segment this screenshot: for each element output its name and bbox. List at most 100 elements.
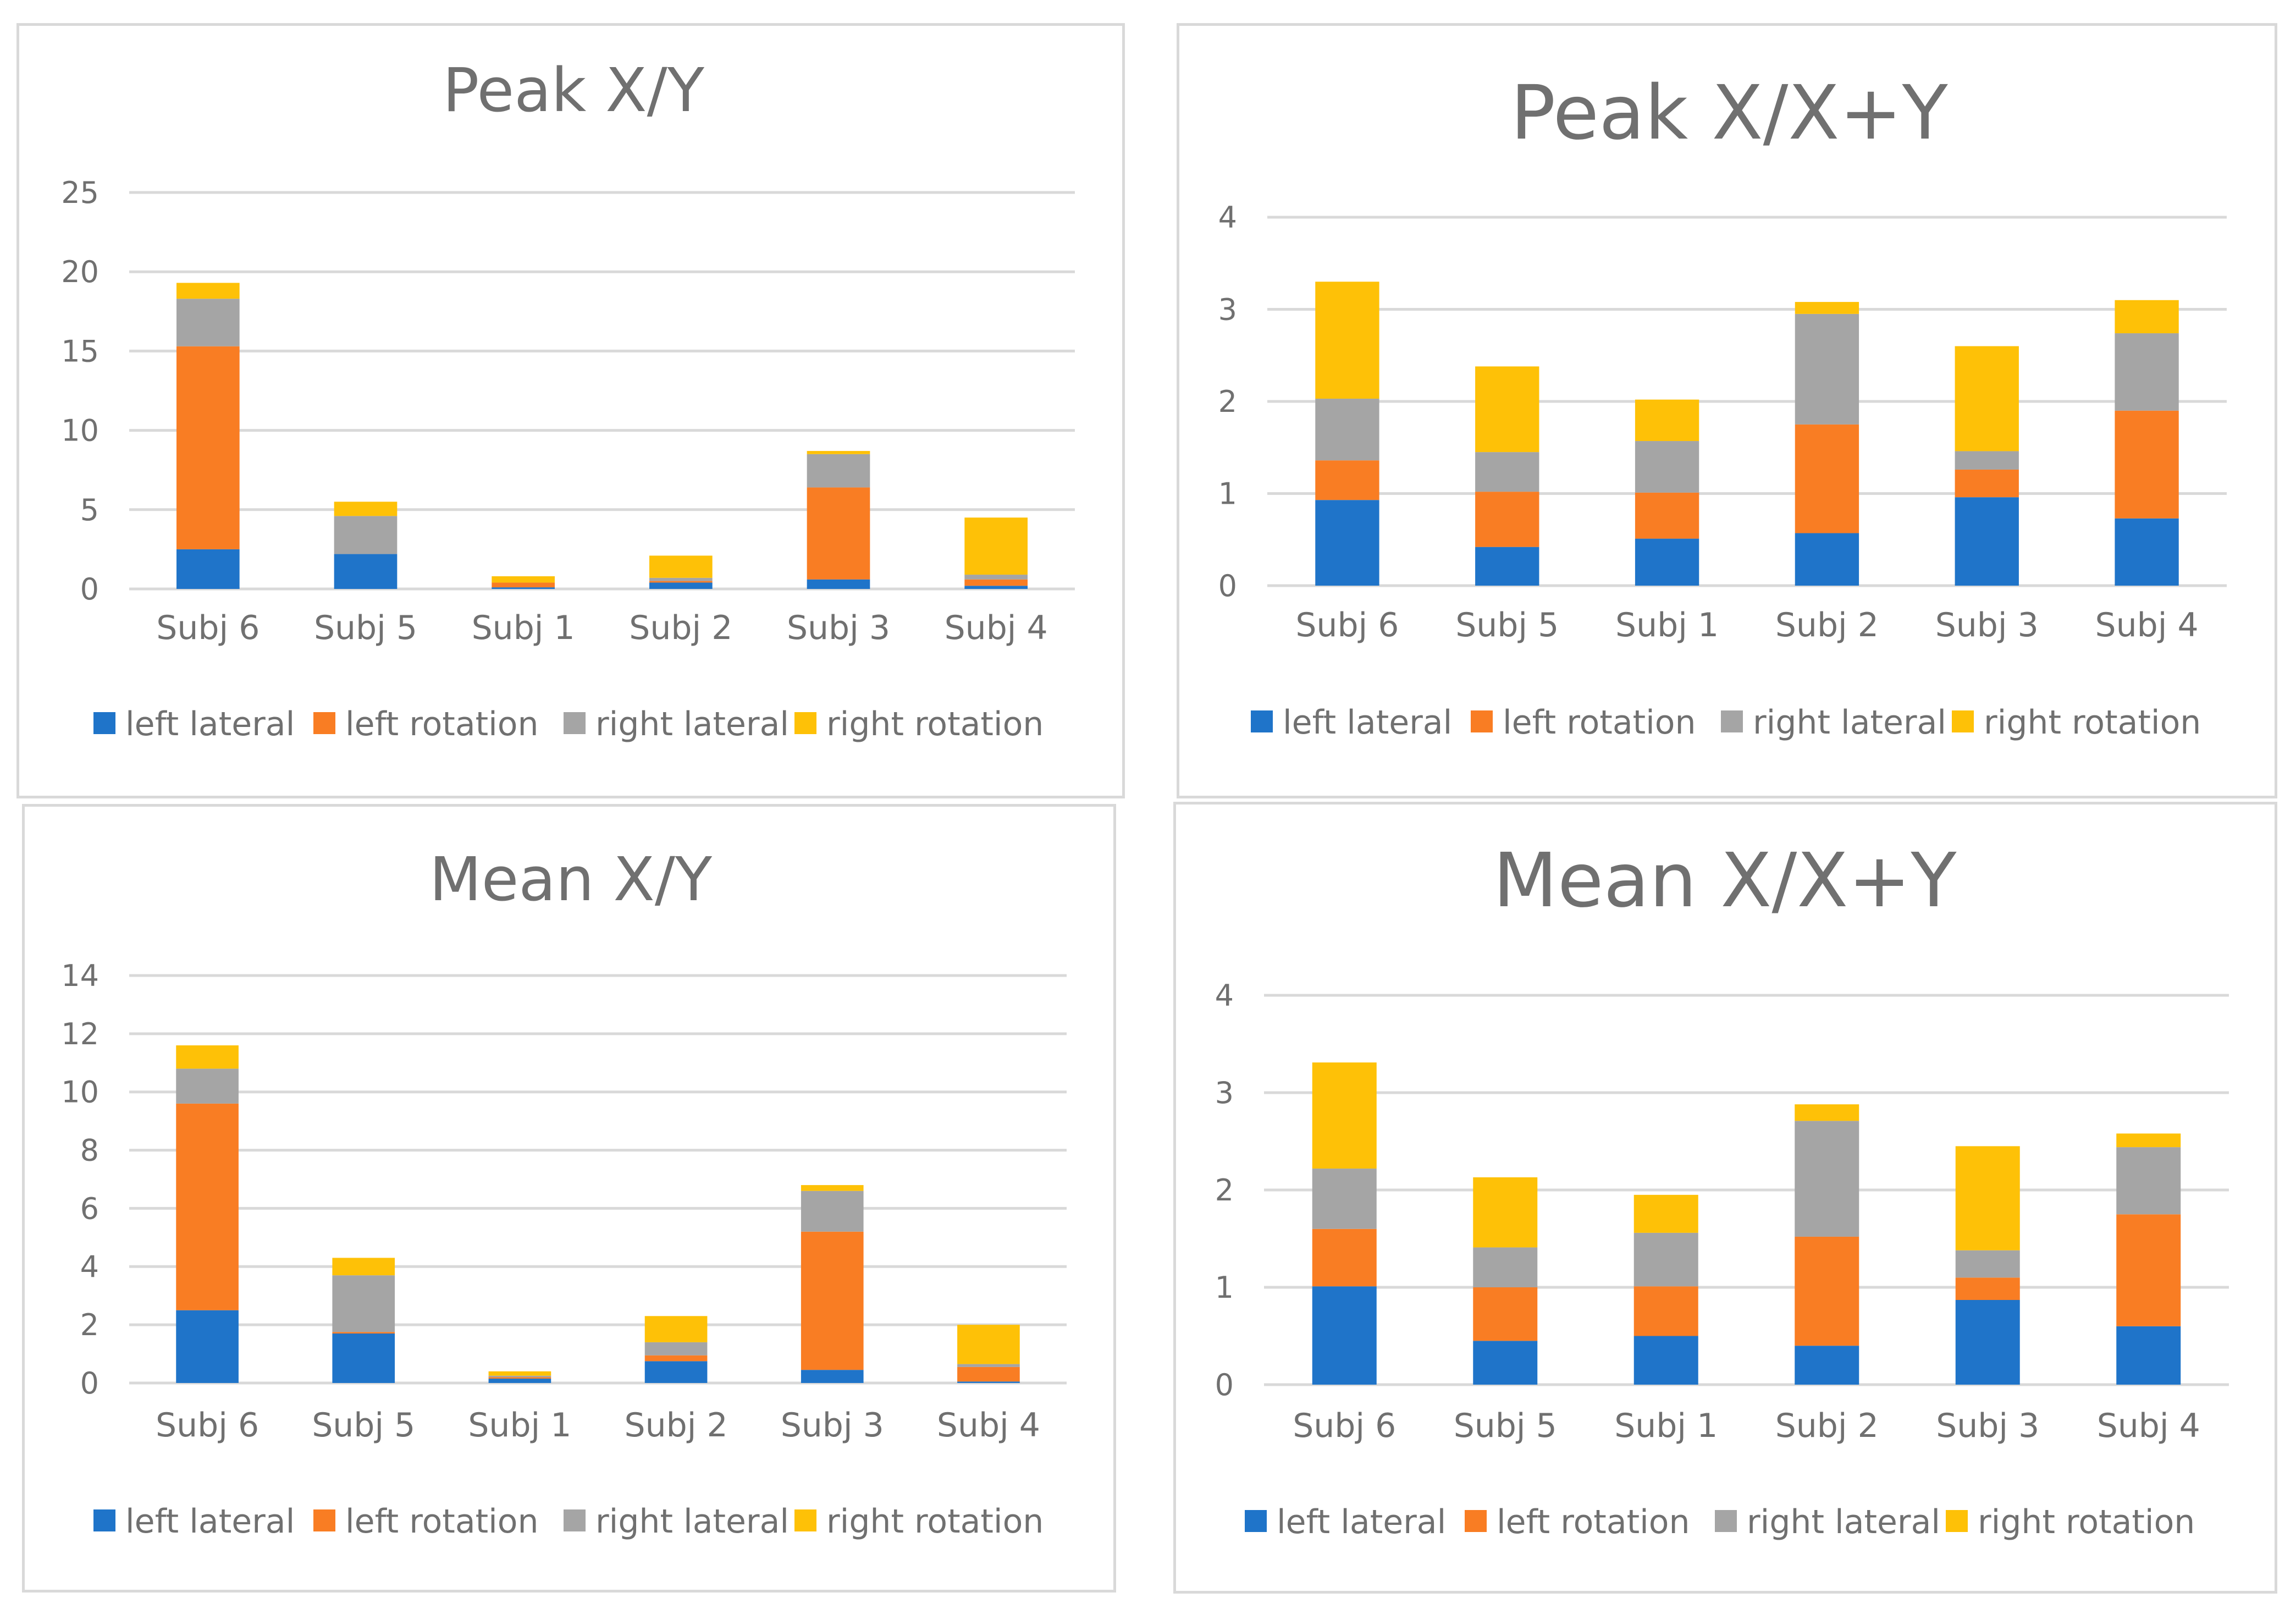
x-tick-label: Subj 5 bbox=[312, 1406, 415, 1445]
y-tick-label: 8 bbox=[80, 1133, 99, 1168]
y-tick-label: 1 bbox=[1215, 1270, 1234, 1305]
bar-segment bbox=[649, 555, 713, 578]
bar-segment bbox=[1795, 1104, 1859, 1121]
x-tick-label: Subj 5 bbox=[314, 609, 417, 647]
chart-panel-mean-x-xy: Mean X/X+Y 0 1 2 3 4 Subj 6 Subj 5 Subj 1 Subj 2 S… bbox=[1173, 802, 2277, 1594]
bar-segment bbox=[1315, 460, 1379, 500]
legend-swatch bbox=[794, 1509, 816, 1531]
bar-segment bbox=[176, 346, 240, 549]
bar-segment bbox=[1635, 441, 1699, 493]
bar-segment bbox=[964, 575, 1028, 580]
x-tick-label: Subj 1 bbox=[1615, 606, 1719, 644]
x-tick-label: Subj 4 bbox=[2095, 606, 2199, 644]
chart-panel-peak-xy: Peak X/Y 0 5 10 15 20 25 Subj 6 Subj 5 Subj 1 Subj… bbox=[16, 23, 1125, 798]
bar-segment bbox=[334, 502, 398, 516]
chart-svg-peak-xy: Peak X/Y 0 5 10 15 20 25 Subj 6 Subj 5 Subj 1 Subj… bbox=[61, 55, 1075, 743]
bar-segment bbox=[176, 1068, 239, 1104]
legend-label: left rotation bbox=[345, 705, 539, 743]
bar-segment bbox=[964, 517, 1028, 575]
legend-label: left lateral bbox=[125, 705, 295, 743]
legend-swatch bbox=[1251, 710, 1273, 732]
bar-segment bbox=[1795, 1121, 1859, 1237]
bar-segment bbox=[1312, 1169, 1377, 1229]
y-tick-label: 4 bbox=[1218, 200, 1237, 235]
y-tick-label: 2 bbox=[1215, 1173, 1234, 1208]
bar-segment bbox=[1473, 1341, 1538, 1385]
x-tick-label: Subj 2 bbox=[1775, 1407, 1879, 1445]
bar-segment bbox=[1633, 1336, 1698, 1385]
bar-segment bbox=[1473, 1247, 1538, 1287]
bar-segment bbox=[1473, 1177, 1538, 1248]
chart-panel-mean-xy: Mean X/Y 0 2 4 6 8 10 12 14 Subj 6 Subj 5 Subj 1 Sub… bbox=[22, 804, 1116, 1593]
chart-title: Peak X/X+Y bbox=[1510, 70, 1948, 157]
y-tick-label: 3 bbox=[1215, 1076, 1234, 1110]
bar-segment bbox=[1955, 497, 2019, 586]
bar-segment bbox=[1955, 1277, 2020, 1301]
legend-swatch bbox=[313, 1509, 335, 1531]
bar-segment bbox=[1635, 538, 1699, 586]
bar-segment bbox=[176, 283, 240, 299]
bar-segment bbox=[1315, 282, 1379, 399]
bar-segment bbox=[334, 516, 398, 554]
bar-segment bbox=[644, 1355, 708, 1362]
y-tick-label: 2 bbox=[80, 1308, 99, 1342]
chart-panel-peak-x-xy: Peak X/X+Y 0 1 2 3 4 Subj 6 Subj 5 Subj 1 Subj 2 S… bbox=[1177, 23, 2277, 798]
y-tick-label: 1 bbox=[1218, 477, 1237, 511]
bar-segment bbox=[1955, 1146, 2020, 1250]
chart-svg-mean-x-xy: Mean X/X+Y 0 1 2 3 4 Subj 6 Subj 5 Subj 1 Subj 2 S… bbox=[1215, 837, 2229, 1541]
bar-segment bbox=[488, 1371, 551, 1376]
bar-segment bbox=[332, 1334, 395, 1383]
bar-segment bbox=[2115, 300, 2179, 334]
bar-segment bbox=[649, 577, 713, 581]
bar-segment bbox=[801, 1191, 864, 1232]
x-tick-label: Subj 1 bbox=[468, 1406, 571, 1445]
y-tick-label: 4 bbox=[80, 1249, 99, 1284]
bar-segment bbox=[1475, 492, 1539, 547]
x-tick-label: Subj 2 bbox=[629, 609, 732, 647]
legend-label: left lateral bbox=[125, 1502, 295, 1541]
bar-segment bbox=[644, 1316, 708, 1342]
legend-swatch bbox=[794, 712, 816, 734]
x-tick-label: Subj 5 bbox=[1454, 1407, 1557, 1445]
bar-segment bbox=[2115, 410, 2179, 519]
bar-segment bbox=[1633, 1194, 1698, 1233]
bar-segment bbox=[1312, 1062, 1377, 1169]
bar-segment bbox=[1635, 492, 1699, 539]
legend-swatch bbox=[93, 1509, 115, 1531]
y-tick-label: 5 bbox=[80, 493, 99, 527]
chart-svg-mean-xy: Mean X/Y 0 2 4 6 8 10 12 14 Subj 6 Subj 5 Subj 1 Sub… bbox=[61, 844, 1067, 1541]
bar-segment bbox=[2116, 1326, 2181, 1385]
legend-swatch bbox=[1465, 1510, 1487, 1532]
bar-segment bbox=[1955, 1300, 2020, 1385]
bar-segment bbox=[1635, 399, 1699, 442]
x-tick-label: Subj 4 bbox=[945, 609, 1048, 647]
x-tick-label: Subj 3 bbox=[1936, 1407, 2039, 1445]
x-tick-label: Subj 6 bbox=[1293, 1407, 1396, 1445]
legend-label: right lateral bbox=[595, 1502, 789, 1541]
bar-segment bbox=[1795, 424, 1859, 533]
bar-segment bbox=[644, 1361, 708, 1383]
chart-title: Peak X/Y bbox=[443, 55, 705, 125]
bar-segment bbox=[1633, 1286, 1698, 1336]
bar-segment bbox=[1312, 1286, 1377, 1385]
bar-segment bbox=[1312, 1228, 1377, 1287]
bar-segment bbox=[807, 487, 870, 580]
legend-label: left lateral bbox=[1283, 703, 1452, 742]
bar-segment bbox=[176, 549, 240, 589]
legend-label: right lateral bbox=[1747, 1503, 1940, 1541]
bar-segment bbox=[1473, 1287, 1538, 1341]
legend-swatch bbox=[1471, 710, 1493, 732]
legend-swatch bbox=[1721, 710, 1743, 732]
bar-segment bbox=[2115, 333, 2179, 411]
x-tick-label: Subj 2 bbox=[625, 1406, 728, 1445]
bar-segment bbox=[1795, 533, 1859, 586]
legend-swatch bbox=[1952, 710, 1974, 732]
bar-segment bbox=[964, 579, 1028, 586]
chart-title: Mean X/Y bbox=[429, 844, 713, 914]
legend-swatch bbox=[564, 712, 586, 734]
bar-segment bbox=[1955, 346, 2019, 451]
y-tick-label: 3 bbox=[1218, 293, 1237, 327]
bar-segment bbox=[1795, 302, 1859, 314]
bar-segment bbox=[2116, 1133, 2181, 1148]
bar-segment bbox=[492, 582, 555, 588]
